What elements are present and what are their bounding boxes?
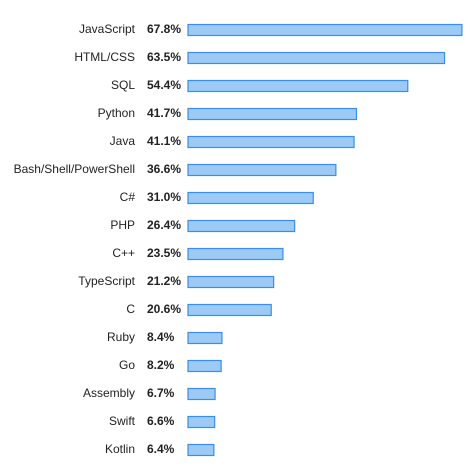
- value-label: 23.5%: [147, 246, 181, 260]
- category-label: C: [126, 302, 135, 316]
- category-label: C++: [112, 246, 135, 260]
- category-label: Ruby: [107, 330, 135, 344]
- category-label: Python: [98, 106, 135, 120]
- category-label: JavaScript: [79, 22, 136, 36]
- category-label: Assembly: [83, 386, 135, 400]
- value-label: 8.2%: [147, 358, 175, 372]
- category-label: HTML/CSS: [74, 50, 135, 64]
- value-label: 63.5%: [147, 50, 181, 64]
- bar: [187, 51, 446, 65]
- value-label: 8.4%: [147, 330, 175, 344]
- value-label: 20.6%: [147, 302, 181, 316]
- value-label: 26.4%: [147, 218, 181, 232]
- bar: [187, 303, 272, 317]
- category-label: Bash/Shell/PowerShell: [14, 162, 135, 176]
- value-label: 6.7%: [147, 386, 175, 400]
- value-label: 54.4%: [147, 78, 181, 92]
- bar: [187, 359, 222, 373]
- value-label: 21.2%: [147, 274, 181, 288]
- value-label: 36.6%: [147, 162, 181, 176]
- value-label: 41.1%: [147, 134, 181, 148]
- bar: [187, 331, 223, 345]
- value-label: 31.0%: [147, 190, 181, 204]
- category-label: Go: [119, 358, 135, 372]
- value-label: 6.4%: [147, 442, 175, 456]
- category-label: Kotlin: [105, 442, 135, 456]
- bar: [187, 107, 358, 121]
- category-label: C#: [120, 190, 136, 204]
- category-label: TypeScript: [78, 274, 135, 288]
- bar: [187, 387, 216, 401]
- bar: [187, 191, 314, 205]
- bar: [187, 135, 355, 149]
- value-label: 6.6%: [147, 414, 175, 428]
- value-label: 41.7%: [147, 106, 181, 120]
- bar: [187, 247, 284, 261]
- bar: [187, 415, 216, 429]
- category-label: SQL: [111, 78, 135, 92]
- value-label: 67.8%: [147, 22, 181, 36]
- category-label: PHP: [110, 218, 135, 232]
- category-label: Java: [110, 134, 136, 148]
- bar: [187, 79, 409, 93]
- bar: [187, 275, 275, 289]
- category-label: Swift: [109, 414, 136, 428]
- bar: [187, 443, 215, 457]
- bar: [187, 163, 337, 177]
- bar: [187, 219, 296, 233]
- bar: [187, 23, 463, 37]
